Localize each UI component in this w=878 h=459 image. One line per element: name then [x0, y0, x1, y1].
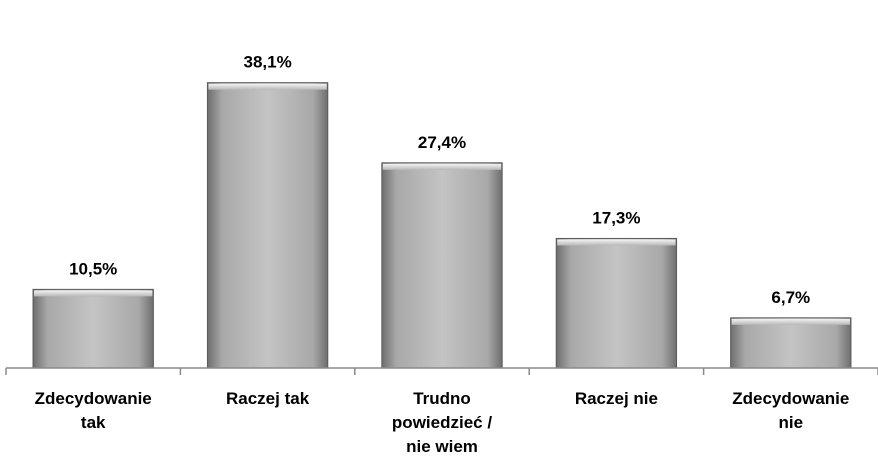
data-label: 17,3%	[592, 208, 640, 227]
category-label: powiedzieć /	[392, 413, 492, 432]
bar	[32, 288, 154, 369]
category-label: nie	[779, 413, 804, 432]
data-label: 27,4%	[418, 133, 466, 152]
bar-bevel	[557, 239, 676, 246]
category-label: Raczej tak	[226, 389, 310, 408]
category-label: Raczej nie	[575, 389, 658, 408]
bar	[206, 82, 329, 369]
category-label: Zdecydowanie	[732, 389, 849, 408]
data-label: 6,7%	[771, 288, 810, 307]
bar-bevel	[382, 163, 502, 170]
bar	[730, 317, 852, 369]
bar-bevel	[208, 83, 327, 90]
bar	[381, 162, 503, 369]
category-label: tak	[81, 413, 106, 432]
data-label: 10,5%	[69, 259, 117, 278]
bar	[555, 237, 678, 369]
category-label: nie wiem	[406, 437, 478, 456]
data-label: 38,1%	[243, 53, 291, 72]
category-label: Zdecydowanie	[35, 389, 152, 408]
category-label: Trudno	[413, 389, 471, 408]
bar-bevel	[731, 318, 850, 325]
bar-bevel	[34, 290, 153, 297]
